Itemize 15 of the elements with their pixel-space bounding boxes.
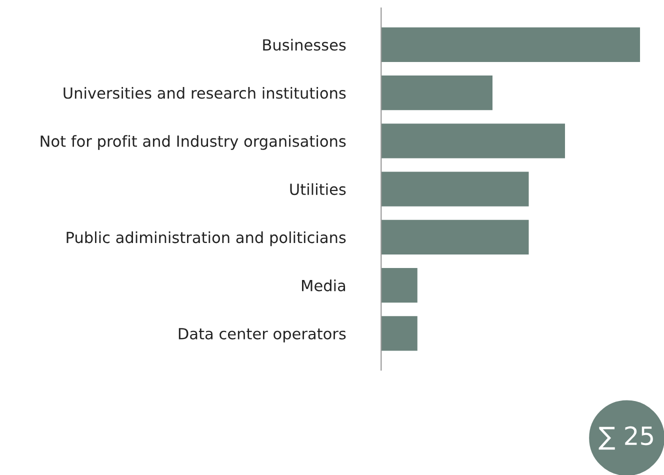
y-tick-label: Universities and research institutions — [64, 86, 346, 99]
bar — [381, 268, 418, 303]
y-tick-label: Public adiministration and politicians — [66, 231, 346, 246]
bar — [381, 220, 529, 255]
bar — [381, 27, 640, 62]
y-tick-label: Businesses — [263, 38, 346, 51]
bar — [381, 172, 529, 206]
y-tick-label: Not for profit and Industry organisations — [40, 135, 346, 150]
y-tick-label: Data center operators — [178, 328, 346, 342]
bar — [381, 75, 492, 110]
y-tick-label: Utilities — [290, 183, 346, 196]
text: ∑ 25 — [598, 426, 653, 450]
bar — [381, 316, 418, 351]
y-tick-label: Media — [302, 280, 346, 292]
bar — [381, 124, 565, 158]
